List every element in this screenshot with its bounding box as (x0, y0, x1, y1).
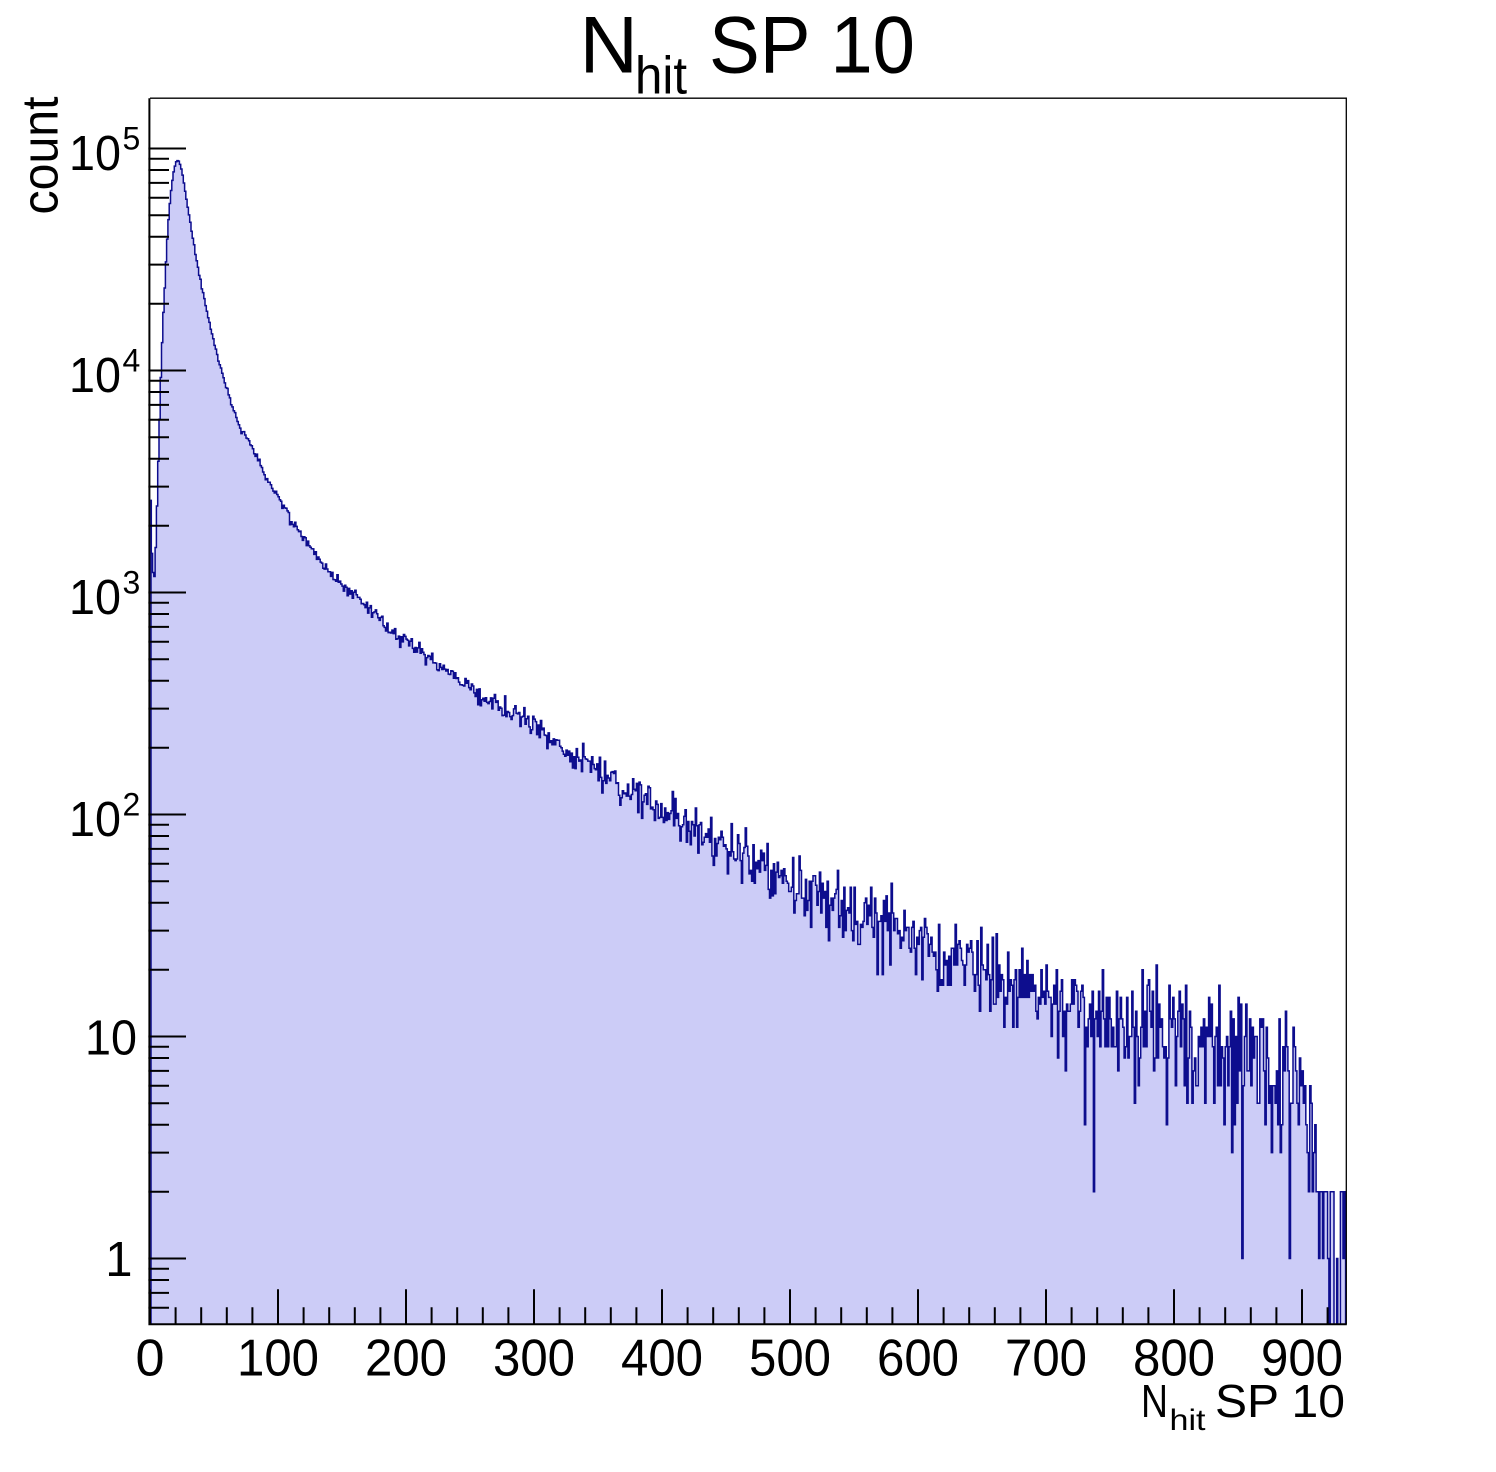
svg-text:2: 2 (123, 787, 141, 823)
svg-text:10: 10 (69, 349, 121, 403)
svg-text:hit: hit (635, 47, 687, 106)
svg-text:SP 10: SP 10 (709, 1, 915, 91)
svg-text:N: N (580, 1, 639, 91)
svg-text:800: 800 (1133, 1330, 1215, 1388)
svg-text:100: 100 (237, 1330, 319, 1388)
svg-text:4: 4 (123, 343, 141, 379)
svg-text:200: 200 (365, 1330, 447, 1388)
svg-text:10: 10 (69, 793, 121, 847)
svg-text:5: 5 (123, 121, 141, 157)
svg-text:700: 700 (1005, 1330, 1087, 1388)
svg-text:SP 10: SP 10 (1215, 1375, 1345, 1427)
svg-text:3: 3 (123, 565, 141, 601)
svg-text:count: count (12, 97, 69, 215)
svg-text:10: 10 (69, 571, 121, 625)
svg-text:10: 10 (69, 127, 121, 181)
svg-text:hit: hit (1170, 1404, 1207, 1437)
svg-text:0: 0 (136, 1330, 165, 1388)
svg-text:400: 400 (621, 1330, 703, 1388)
svg-text:1: 1 (105, 1233, 132, 1287)
svg-text:900: 900 (1261, 1330, 1343, 1388)
svg-text:10: 10 (85, 1011, 137, 1065)
svg-text:N: N (1141, 1375, 1168, 1427)
svg-text:500: 500 (749, 1330, 831, 1388)
svg-text:600: 600 (877, 1330, 959, 1388)
svg-text:300: 300 (493, 1330, 575, 1388)
